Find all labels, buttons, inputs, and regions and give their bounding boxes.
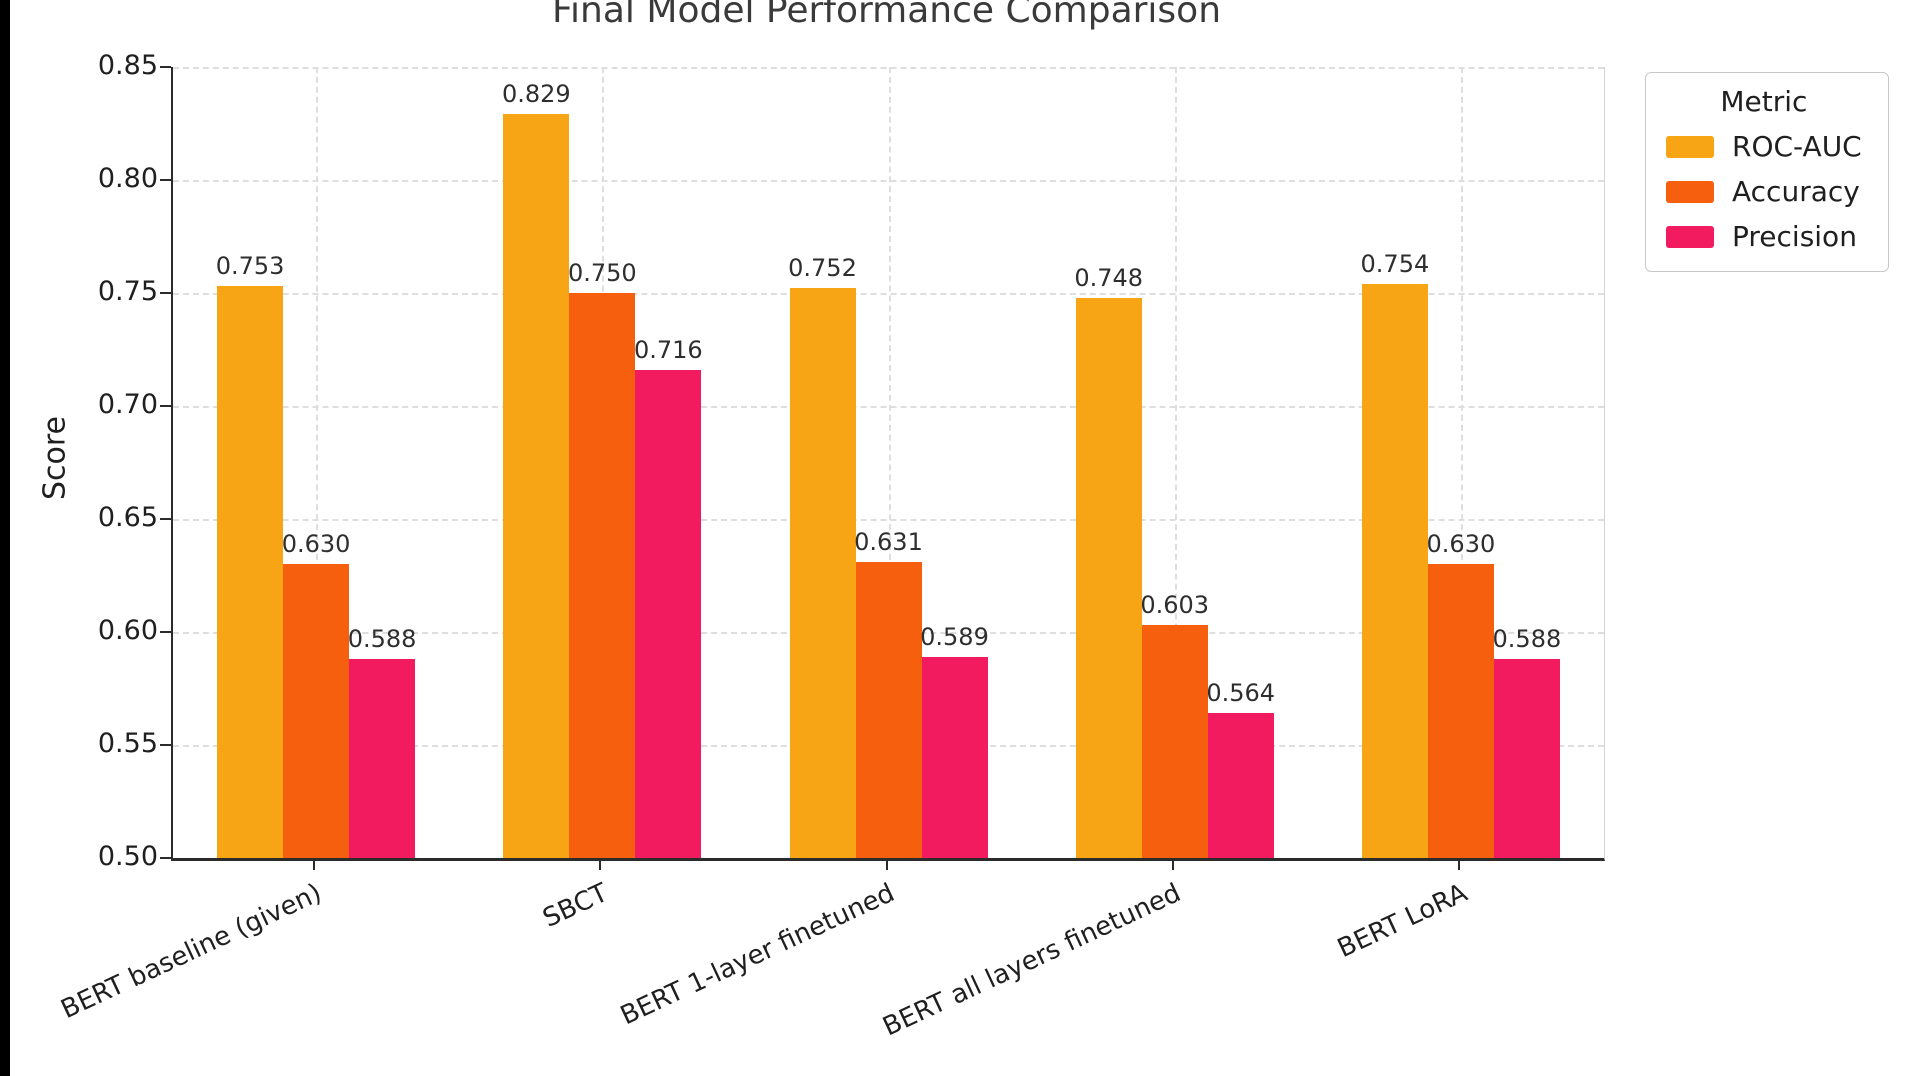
x-tick-label: BERT LoRA	[1332, 878, 1472, 965]
legend-swatch	[1666, 225, 1714, 248]
x-tick-mark	[313, 860, 316, 870]
y-tick-label: 0.80	[97, 163, 158, 194]
bar-accuracy	[855, 561, 922, 858]
y-tick-mark	[160, 631, 171, 633]
x-tick-label: BERT baseline (given)	[57, 878, 327, 1026]
bar-value-label: 0.754	[1360, 249, 1430, 278]
y-tick-label: 0.55	[97, 728, 158, 759]
screenshot-left-edge	[0, 0, 10, 1076]
bar-value-label: 0.588	[1492, 625, 1562, 654]
x-tick-label: BERT 1-layer finetuned	[615, 878, 900, 1032]
y-tick-label: 0.75	[97, 276, 158, 307]
y-tick-mark	[160, 179, 171, 181]
legend-title: Metric	[1720, 85, 1808, 118]
y-tick-mark	[160, 518, 171, 520]
bar-precision	[1207, 713, 1274, 858]
v-gridline	[1174, 67, 1177, 858]
legend-label: Precision	[1732, 220, 1857, 253]
y-tick-mark	[160, 744, 171, 746]
bar-roc-auc	[1361, 283, 1428, 858]
x-tick-mark	[1171, 860, 1174, 870]
legend-swatch	[1666, 180, 1714, 203]
chart-title: Final Model Performance Comparison	[551, 0, 1222, 31]
bar-value-label: 0.630	[281, 530, 351, 559]
y-tick-label: 0.50	[97, 841, 158, 872]
y-tick-mark	[160, 66, 171, 68]
x-tick-label: BERT all layers finetuned	[878, 878, 1186, 1043]
plot-area: 0.753 0.630 0.588 0.829 0.750 0.716 0.752 0.631…	[171, 67, 1605, 861]
x-tick-mark	[885, 860, 888, 870]
v-gridline	[888, 67, 891, 858]
bar-accuracy	[569, 293, 636, 858]
bar-value-label: 0.753	[215, 252, 285, 281]
legend-label: Accuracy	[1732, 175, 1860, 208]
x-tick-label: SBCT	[538, 878, 613, 934]
bar-value-label: 0.748	[1074, 263, 1144, 292]
bar-precision	[921, 656, 988, 858]
y-axis-label: Score	[37, 415, 73, 501]
x-tick-mark	[1457, 860, 1460, 870]
legend-entry: Precision	[1666, 220, 1862, 253]
legend-entry: ROC-AUC	[1666, 130, 1862, 163]
bar-value-label: 0.564	[1206, 679, 1276, 708]
y-tick-label: 0.70	[97, 389, 158, 420]
bar-precision	[635, 369, 702, 858]
bar-value-label: 0.750	[567, 259, 637, 287]
bar-value-label: 0.716	[633, 335, 703, 364]
bar-accuracy	[1427, 564, 1494, 858]
bar-roc-auc	[217, 286, 284, 858]
v-gridline	[316, 67, 319, 858]
bar-precision	[1493, 659, 1560, 858]
legend: Metric ROC-AUC Accuracy Precision	[1645, 72, 1889, 272]
x-tick-mark	[599, 860, 602, 870]
bar-accuracy	[283, 564, 350, 858]
bar-roc-auc	[503, 114, 570, 858]
y-tick-label: 0.60	[97, 615, 158, 646]
bar-roc-auc	[1075, 297, 1142, 858]
bar-value-label: 0.603	[1140, 591, 1210, 620]
y-tick-mark	[160, 292, 171, 294]
bar-accuracy	[1141, 625, 1208, 858]
bar-value-label: 0.630	[1426, 530, 1496, 559]
legend-swatch	[1666, 135, 1714, 158]
v-gridline	[1460, 67, 1463, 858]
bar-value-label: 0.752	[788, 254, 857, 283]
y-tick-mark	[160, 857, 171, 859]
bar-value-label: 0.829	[501, 80, 571, 109]
legend-entry: Accuracy	[1666, 175, 1862, 208]
y-tick-mark	[160, 405, 171, 407]
bar-precision	[349, 659, 416, 858]
bar-value-label: 0.588	[347, 625, 417, 654]
y-tick-label: 0.65	[97, 502, 158, 533]
bar-value-label: 0.589	[920, 622, 989, 651]
bar-value-label: 0.631	[854, 527, 923, 556]
legend-entries: ROC-AUC Accuracy Precision	[1666, 130, 1862, 253]
legend-label: ROC-AUC	[1732, 130, 1862, 163]
y-tick-label: 0.85	[97, 50, 158, 81]
bar-roc-auc	[789, 288, 856, 858]
